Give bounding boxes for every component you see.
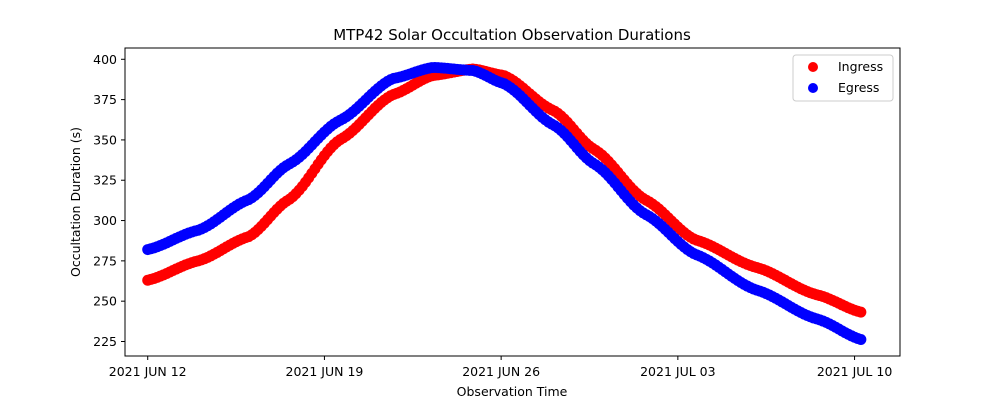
y-tick-label: 325 [93, 173, 117, 188]
x-tick-label: 2021 JUN 19 [286, 364, 364, 379]
plot-frame [124, 47, 901, 357]
legend: Ingress Egress [792, 54, 894, 102]
legend-marker-ingress [808, 62, 818, 72]
series-egress [142, 61, 867, 346]
data-point [855, 306, 867, 318]
x-tick-label: 2021 JUN 26 [462, 364, 540, 379]
legend-marker-egress [808, 83, 818, 93]
y-tick-label: 375 [93, 92, 117, 107]
y-tick-label: 350 [93, 132, 117, 147]
y-tick-label: 300 [93, 213, 117, 228]
x-axis-label: Observation Time [457, 384, 568, 399]
plot-area [142, 61, 867, 346]
x-tick-label: 2021 JUN 12 [109, 364, 187, 379]
y-tick-label: 225 [93, 334, 117, 349]
y-axis: 225 250 275 300 325 350 375 400 [93, 52, 125, 349]
x-tick-label: 2021 JUL 10 [817, 364, 893, 379]
y-axis-label: Occultation Duration (s) [68, 127, 83, 277]
x-tick-label: 2021 JUL 03 [640, 364, 715, 379]
x-axis: 2021 JUN 12 2021 JUN 19 2021 JUN 26 2021 JU… [109, 356, 893, 379]
y-tick-label: 250 [93, 294, 117, 309]
chart-title: MTP42 Solar Occultation Observation Dura… [333, 26, 691, 44]
y-tick-label: 275 [93, 253, 117, 268]
data-point [855, 334, 867, 346]
y-tick-label: 400 [93, 52, 117, 67]
series-ingress [142, 63, 867, 318]
legend-label-ingress: Ingress [838, 59, 883, 74]
legend-frame [792, 54, 894, 102]
legend-label-egress: Egress [838, 80, 879, 95]
